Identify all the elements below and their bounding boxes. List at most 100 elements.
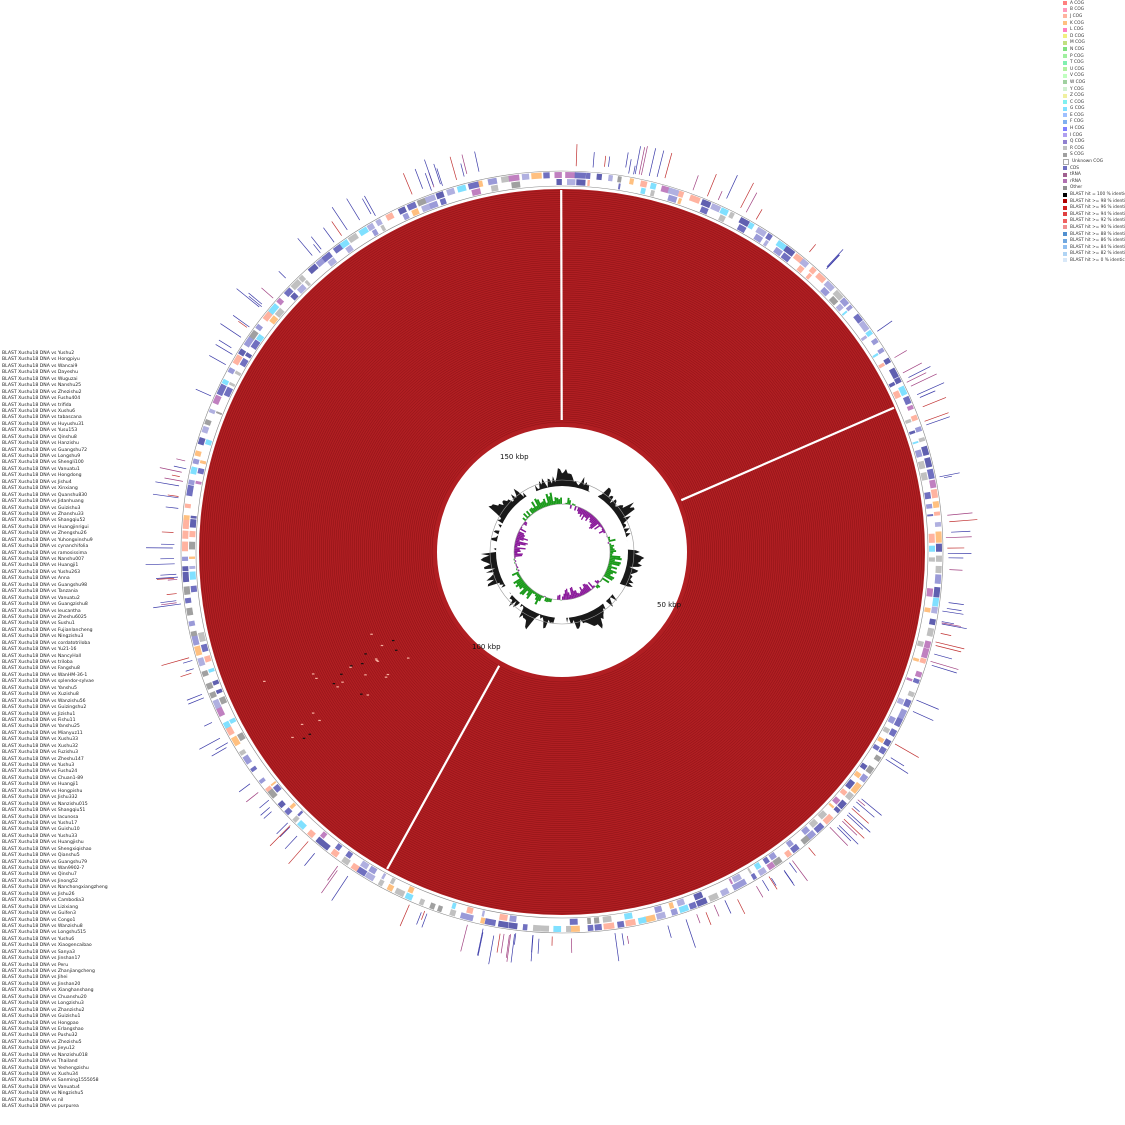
track-label: BLAST Xushu18 DNA vs Hongdong xyxy=(2,473,82,479)
cds-reverse-block xyxy=(693,891,704,901)
cds-forward-block xyxy=(377,879,385,887)
feature-tick xyxy=(592,152,595,168)
cds-forward-block xyxy=(731,883,739,891)
cds-forward-block xyxy=(870,337,879,346)
cds-forward-block xyxy=(339,239,350,249)
feature-tick xyxy=(756,885,764,898)
gc-skew-bar xyxy=(600,578,603,581)
cds-forward-block xyxy=(497,920,509,929)
cds-reverse-block xyxy=(272,783,282,793)
feature-tick xyxy=(211,747,227,757)
key-item: BLAST hit >= 90 % identical xyxy=(1063,224,1125,231)
feature-tick xyxy=(621,933,625,946)
cds-forward-block xyxy=(919,657,927,664)
key-label: J COG xyxy=(1070,13,1083,19)
cds-forward-block xyxy=(844,791,855,801)
key-label: BLAST hit >= 86 % identical xyxy=(1070,238,1125,244)
key-item: F COG xyxy=(1063,119,1125,126)
cds-forward-block xyxy=(182,530,189,539)
cds-reverse-block xyxy=(368,865,378,875)
feature-tick xyxy=(842,820,858,836)
gc-skew-bar xyxy=(558,499,561,505)
cds-forward-block xyxy=(204,419,212,426)
feature-tick xyxy=(941,621,955,625)
cds-forward-block xyxy=(775,240,788,251)
track-label: BLAST Xushu18 DNA vs Jishu4 xyxy=(2,479,72,485)
cds-forward-block xyxy=(934,574,942,585)
track-label: BLAST Xushu18 DNA vs Huangjinrigui xyxy=(2,524,89,530)
cds-forward-block xyxy=(850,781,862,794)
cds-reverse-block xyxy=(204,439,213,446)
track-label: BLAST Xushu18 DNA vs tabascana xyxy=(2,415,82,421)
cds-forward-block xyxy=(267,788,278,799)
key-label: I COG xyxy=(1070,132,1083,138)
feature-tick xyxy=(789,862,797,873)
gc-skew-bar xyxy=(521,525,523,527)
feature-tick xyxy=(634,146,641,175)
track-label: BLAST Xushu18 DNA vs Zhengshu26 xyxy=(2,531,87,537)
gc-skew-bar xyxy=(569,504,572,509)
cds-forward-block xyxy=(688,194,701,204)
cds-reverse-block xyxy=(667,194,678,204)
cds-forward-block xyxy=(459,912,467,920)
cds-forward-block xyxy=(183,514,190,520)
feature-tick xyxy=(926,416,950,426)
blast-mark xyxy=(318,719,321,722)
key-swatch xyxy=(1063,21,1067,26)
cds-forward-block xyxy=(543,172,550,179)
cds-forward-block xyxy=(783,245,796,257)
cds-forward-block xyxy=(284,807,293,816)
key-label: D COG xyxy=(1070,33,1085,39)
cds-forward-block xyxy=(670,908,679,916)
gc-skew-bar xyxy=(599,580,602,583)
cds-forward-block xyxy=(521,173,530,181)
cds-reverse-block xyxy=(882,726,891,734)
track-label: BLAST Xushu18 DNA vs Xushu33 xyxy=(2,737,78,743)
feature-tick xyxy=(935,645,962,653)
key-swatch xyxy=(1063,40,1067,45)
cds-reverse-block xyxy=(587,179,591,187)
gc-skew-bar xyxy=(606,568,617,574)
cds-reverse-block xyxy=(587,917,592,925)
key-swatch xyxy=(1063,27,1067,32)
cds-forward-block xyxy=(306,829,316,839)
feature-tick xyxy=(167,494,179,497)
feature-tick xyxy=(656,150,665,178)
key-label: rRNA xyxy=(1070,178,1081,184)
cds-forward-block xyxy=(298,274,307,283)
key-item: P COG xyxy=(1063,53,1125,60)
cds-reverse-block xyxy=(731,873,742,883)
gc-skew-bar xyxy=(514,550,521,552)
track-label: BLAST Xushu18 DNA vs Wanzishu8 xyxy=(2,923,83,929)
feature-tick xyxy=(614,933,620,962)
blast-mark xyxy=(386,673,390,676)
feature-tick xyxy=(922,397,947,408)
cds-forward-block xyxy=(182,556,189,562)
key-item: A COG xyxy=(1063,0,1125,7)
gc-skew-bar xyxy=(577,507,582,515)
cds-reverse-block xyxy=(835,303,844,312)
gc-skew-bar xyxy=(514,554,523,558)
blast-mark xyxy=(380,644,384,647)
cds-forward-block xyxy=(201,425,210,434)
feature-tick xyxy=(948,602,964,605)
cds-reverse-block xyxy=(189,556,196,559)
blast-mark xyxy=(360,693,363,695)
cds-forward-block xyxy=(655,911,667,920)
key-item: BLAST hit >= 82 % identical xyxy=(1063,251,1125,258)
track-label: BLAST Xushu18 DNA vs Huyushu31 xyxy=(2,421,84,427)
cds-forward-block xyxy=(188,620,196,627)
cds-forward-block xyxy=(888,367,899,380)
cds-forward-block xyxy=(914,426,923,433)
cds-forward-block xyxy=(616,920,625,928)
blast-mark xyxy=(364,653,367,655)
cds-forward-block xyxy=(276,297,285,306)
key-item: BLAST hit >= 86 % identical xyxy=(1063,237,1125,244)
gc-skew-bar xyxy=(601,528,605,531)
gc-skew-bar xyxy=(609,546,613,549)
blast-mark xyxy=(336,686,339,688)
cds-reverse-block xyxy=(912,440,919,445)
key-swatch xyxy=(1063,126,1067,131)
blast-mark xyxy=(361,663,364,665)
